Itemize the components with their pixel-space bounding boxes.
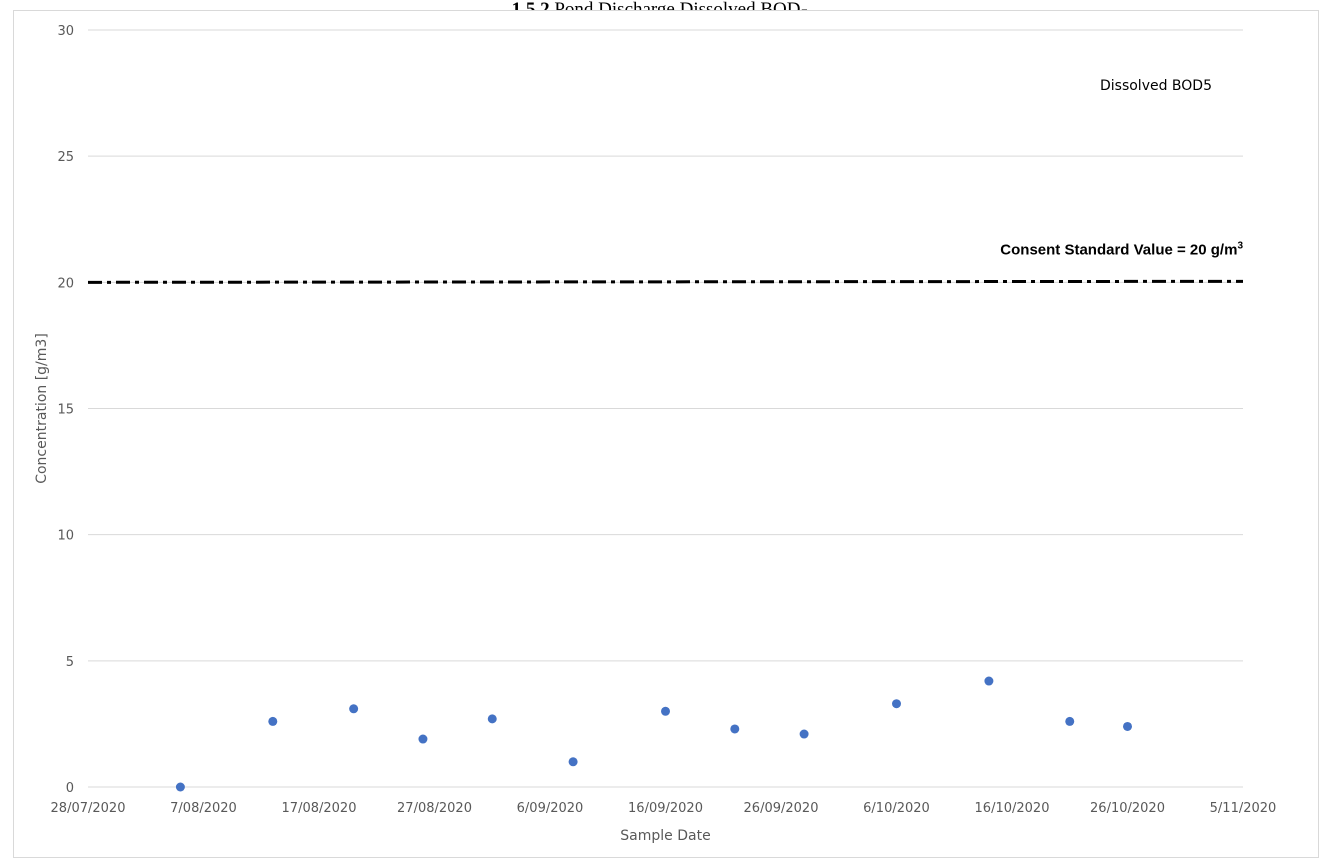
x-tick-label: 6/10/2020	[863, 801, 930, 816]
data-point	[1123, 721, 1132, 731]
legend-label: Dissolved BOD5	[1100, 78, 1212, 94]
data-point	[661, 706, 670, 716]
data-point	[268, 716, 278, 726]
x-tick-label: 28/07/2020	[51, 801, 126, 816]
data-point	[892, 699, 901, 709]
consent-standard-line	[87, 279, 1244, 284]
data-point	[487, 714, 497, 724]
data-point	[984, 676, 994, 686]
x-tick-label: 16/09/2020	[628, 801, 703, 816]
consent-standard-label-superscript: 3	[1237, 240, 1243, 251]
x-axis-title: Sample Date	[620, 828, 710, 844]
y-axis-title: Concentration [g/m3]	[34, 333, 50, 484]
data-point	[175, 782, 185, 792]
y-tick-label: 5	[66, 655, 74, 670]
page-title: 1.5.2 Pond Discharge Dissolved BOD5	[0, 0, 1320, 10]
x-axis-ticks: 28/07/2020 7/08/2020 17/08/2020 27/08/2020 6…	[51, 801, 1277, 816]
x-tick-label: 16/10/2020	[975, 801, 1050, 816]
data-point	[418, 734, 428, 744]
x-tick-label: 5/11/2020	[1210, 801, 1277, 816]
chart-frame	[13, 10, 1319, 858]
x-tick-label: 6/09/2020	[517, 801, 584, 816]
data-point	[730, 724, 740, 734]
data-points	[175, 676, 1132, 792]
x-tick-label: 7/08/2020	[170, 801, 237, 816]
page-title-subscript: 5	[800, 7, 808, 10]
page-title-text: Pond Discharge Dissolved BOD	[554, 0, 800, 10]
x-tick-label: 26/09/2020	[744, 801, 819, 816]
y-tick-label: 25	[57, 150, 74, 165]
gridlines	[88, 29, 1243, 662]
page-title-number: 1.5.2	[512, 0, 550, 10]
data-point	[1065, 716, 1075, 726]
y-tick-label: 10	[57, 529, 74, 544]
data-point	[568, 757, 578, 767]
y-axis-ticks: 0 5 10 15 20 25 30	[57, 24, 74, 796]
x-tick-label: 26/10/2020	[1090, 801, 1165, 816]
data-point	[799, 729, 809, 739]
y-tick-label: 30	[57, 24, 74, 39]
x-tick-label: 17/08/2020	[282, 801, 357, 816]
y-tick-label: 0	[66, 781, 74, 796]
data-point	[349, 704, 359, 714]
y-tick-label: 20	[57, 276, 74, 291]
x-tick-label: 27/08/2020	[397, 801, 472, 816]
y-tick-label: 15	[57, 403, 74, 418]
consent-standard-label: Consent Standard Value = 20 g/m3	[1000, 240, 1243, 258]
consent-standard-label-text: Consent Standard Value = 20 g/m	[1000, 241, 1237, 258]
